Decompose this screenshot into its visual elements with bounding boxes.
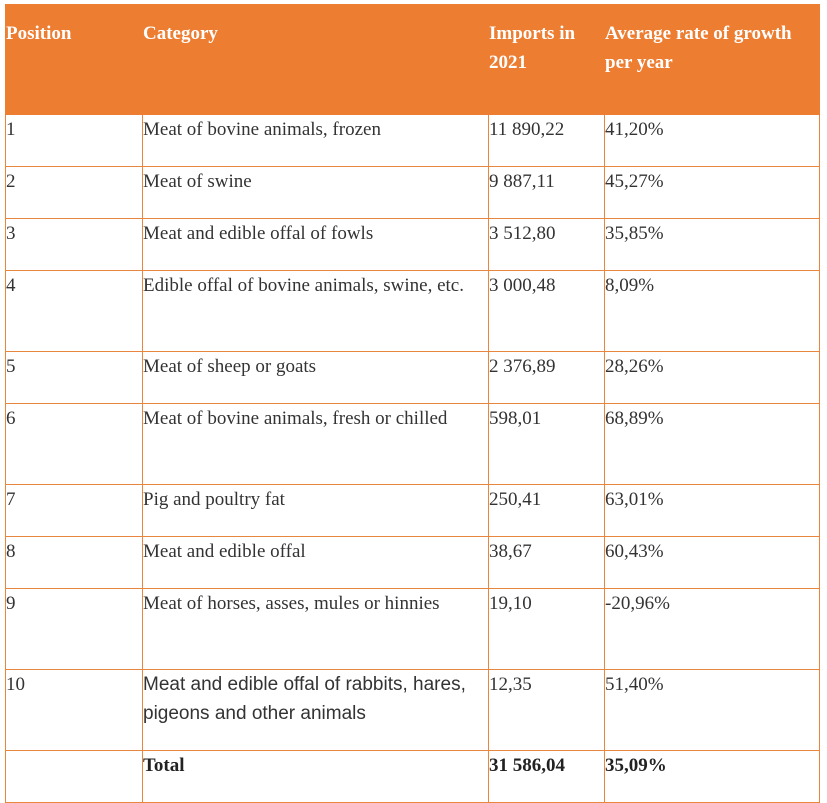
cell-position: 9: [5, 588, 143, 670]
cell-category: Pig and poultry fat: [142, 484, 489, 537]
header-position: Position: [5, 4, 143, 115]
cell-growth-rate: 45,27%: [604, 166, 820, 219]
table-row: 9 Meat of horses, asses, mules or hinnie…: [5, 588, 820, 670]
cell-imports: 19,10: [488, 588, 605, 670]
cell-position: 4: [5, 270, 143, 352]
cell-position: 6: [5, 403, 143, 485]
total-imports: 31 586,04: [488, 750, 605, 803]
cell-category: Meat of bovine animals, frozen: [142, 114, 489, 167]
table-row: 1 Meat of bovine animals, frozen 11 890,…: [5, 114, 820, 167]
cell-growth-rate: 41,20%: [604, 114, 820, 167]
cell-position: 8: [5, 536, 143, 589]
cell-imports: 3 512,80: [488, 218, 605, 271]
table-row: 4 Edible offal of bovine animals, swine,…: [5, 270, 820, 352]
table-row: 2 Meat of swine 9 887,11 45,27%: [5, 166, 820, 219]
cell-growth-rate: 63,01%: [604, 484, 820, 537]
cell-position: 3: [5, 218, 143, 271]
cell-category: Meat of swine: [142, 166, 489, 219]
table-row: 6 Meat of bovine animals, fresh or chill…: [5, 403, 820, 485]
cell-position: 5: [5, 351, 143, 404]
table-row: 8 Meat and edible offal 38,67 60,43%: [5, 536, 820, 589]
cell-growth-rate: 68,89%: [604, 403, 820, 485]
cell-imports: 3 000,48: [488, 270, 605, 352]
cell-position: 1: [5, 114, 143, 167]
header-imports: Imports in 2021: [488, 4, 605, 115]
table-row: 5 Meat of sheep or goats 2 376,89 28,26%: [5, 351, 820, 404]
cell-category: Meat of horses, asses, mules or hinnies: [142, 588, 489, 670]
cell-imports: 38,67: [488, 536, 605, 589]
cell-imports: 598,01: [488, 403, 605, 485]
header-category: Category: [142, 4, 489, 115]
cell-position: 7: [5, 484, 143, 537]
cell-position: 2: [5, 166, 143, 219]
cell-position: 10: [5, 669, 143, 751]
table-header-row: Position Category Imports in 2021 Averag…: [5, 4, 820, 115]
header-growth-rate: Average rate of growth per year: [604, 4, 820, 115]
cell-growth-rate: 51,40%: [604, 669, 820, 751]
table-row: 3 Meat and edible offal of fowls 3 512,8…: [5, 218, 820, 271]
cell-growth-rate: 28,26%: [604, 351, 820, 404]
table-row: 7 Pig and poultry fat 250,41 63,01%: [5, 484, 820, 537]
total-growth-rate: 35,09%: [604, 750, 820, 803]
total-label: Total: [142, 750, 489, 803]
cell-growth-rate: 35,85%: [604, 218, 820, 271]
cell-imports: 11 890,22: [488, 114, 605, 167]
cell-category: Meat and edible offal: [142, 536, 489, 589]
cell-category: Edible offal of bovine animals, swine, e…: [142, 270, 489, 352]
cell-growth-rate: 8,09%: [604, 270, 820, 352]
cell-growth-rate: -20,96%: [604, 588, 820, 670]
cell-imports: 12,35: [488, 669, 605, 751]
cell-imports: 250,41: [488, 484, 605, 537]
cell-growth-rate: 60,43%: [604, 536, 820, 589]
cell-imports: 9 887,11: [488, 166, 605, 219]
table-row: 10 Meat and edible offal of rabbits, har…: [5, 669, 820, 751]
cell-category: Meat and edible offal of rabbits, hares,…: [142, 669, 489, 751]
total-row: Total 31 586,04 35,09%: [5, 750, 820, 803]
cell-imports: 2 376,89: [488, 351, 605, 404]
cell-category: Meat of sheep or goats: [142, 351, 489, 404]
meat-imports-table: Position Category Imports in 2021 Averag…: [5, 4, 820, 803]
cell-category: Meat of bovine animals, fresh or chilled: [142, 403, 489, 485]
cell-position-empty: [5, 750, 143, 803]
cell-category: Meat and edible offal of fowls: [142, 218, 489, 271]
